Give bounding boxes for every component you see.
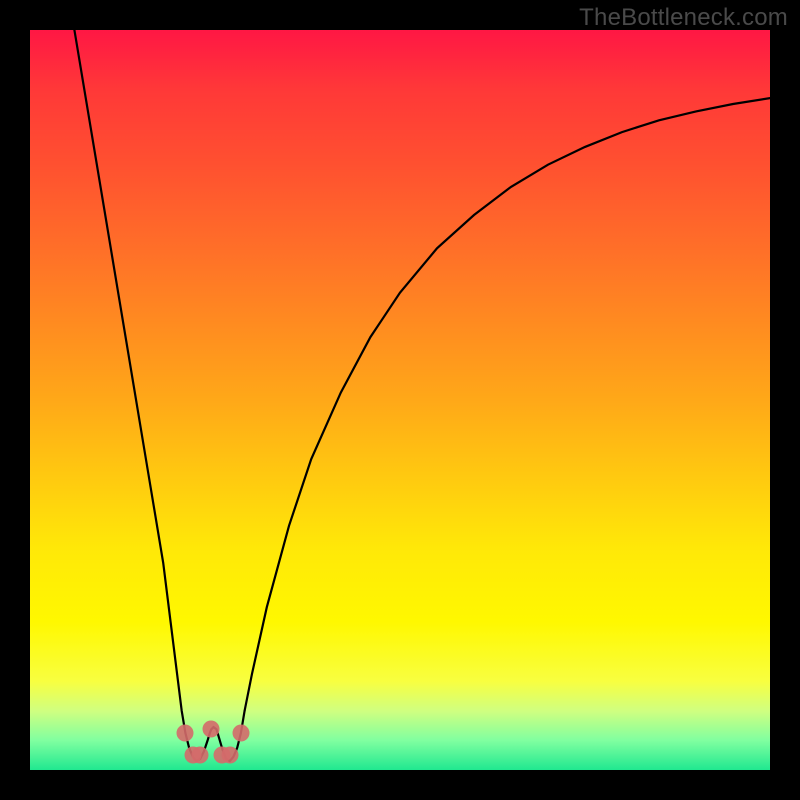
data-marker xyxy=(177,725,194,742)
figure-frame: TheBottleneck.com xyxy=(0,0,800,800)
curve-left-path xyxy=(74,30,244,761)
data-marker xyxy=(192,747,209,764)
curve-right-path xyxy=(245,98,770,711)
watermark-text: TheBottleneck.com xyxy=(579,4,788,32)
data-marker xyxy=(221,747,238,764)
curve-layer xyxy=(30,30,770,770)
data-marker xyxy=(232,725,249,742)
data-marker xyxy=(203,721,220,738)
plot-area xyxy=(30,30,770,770)
